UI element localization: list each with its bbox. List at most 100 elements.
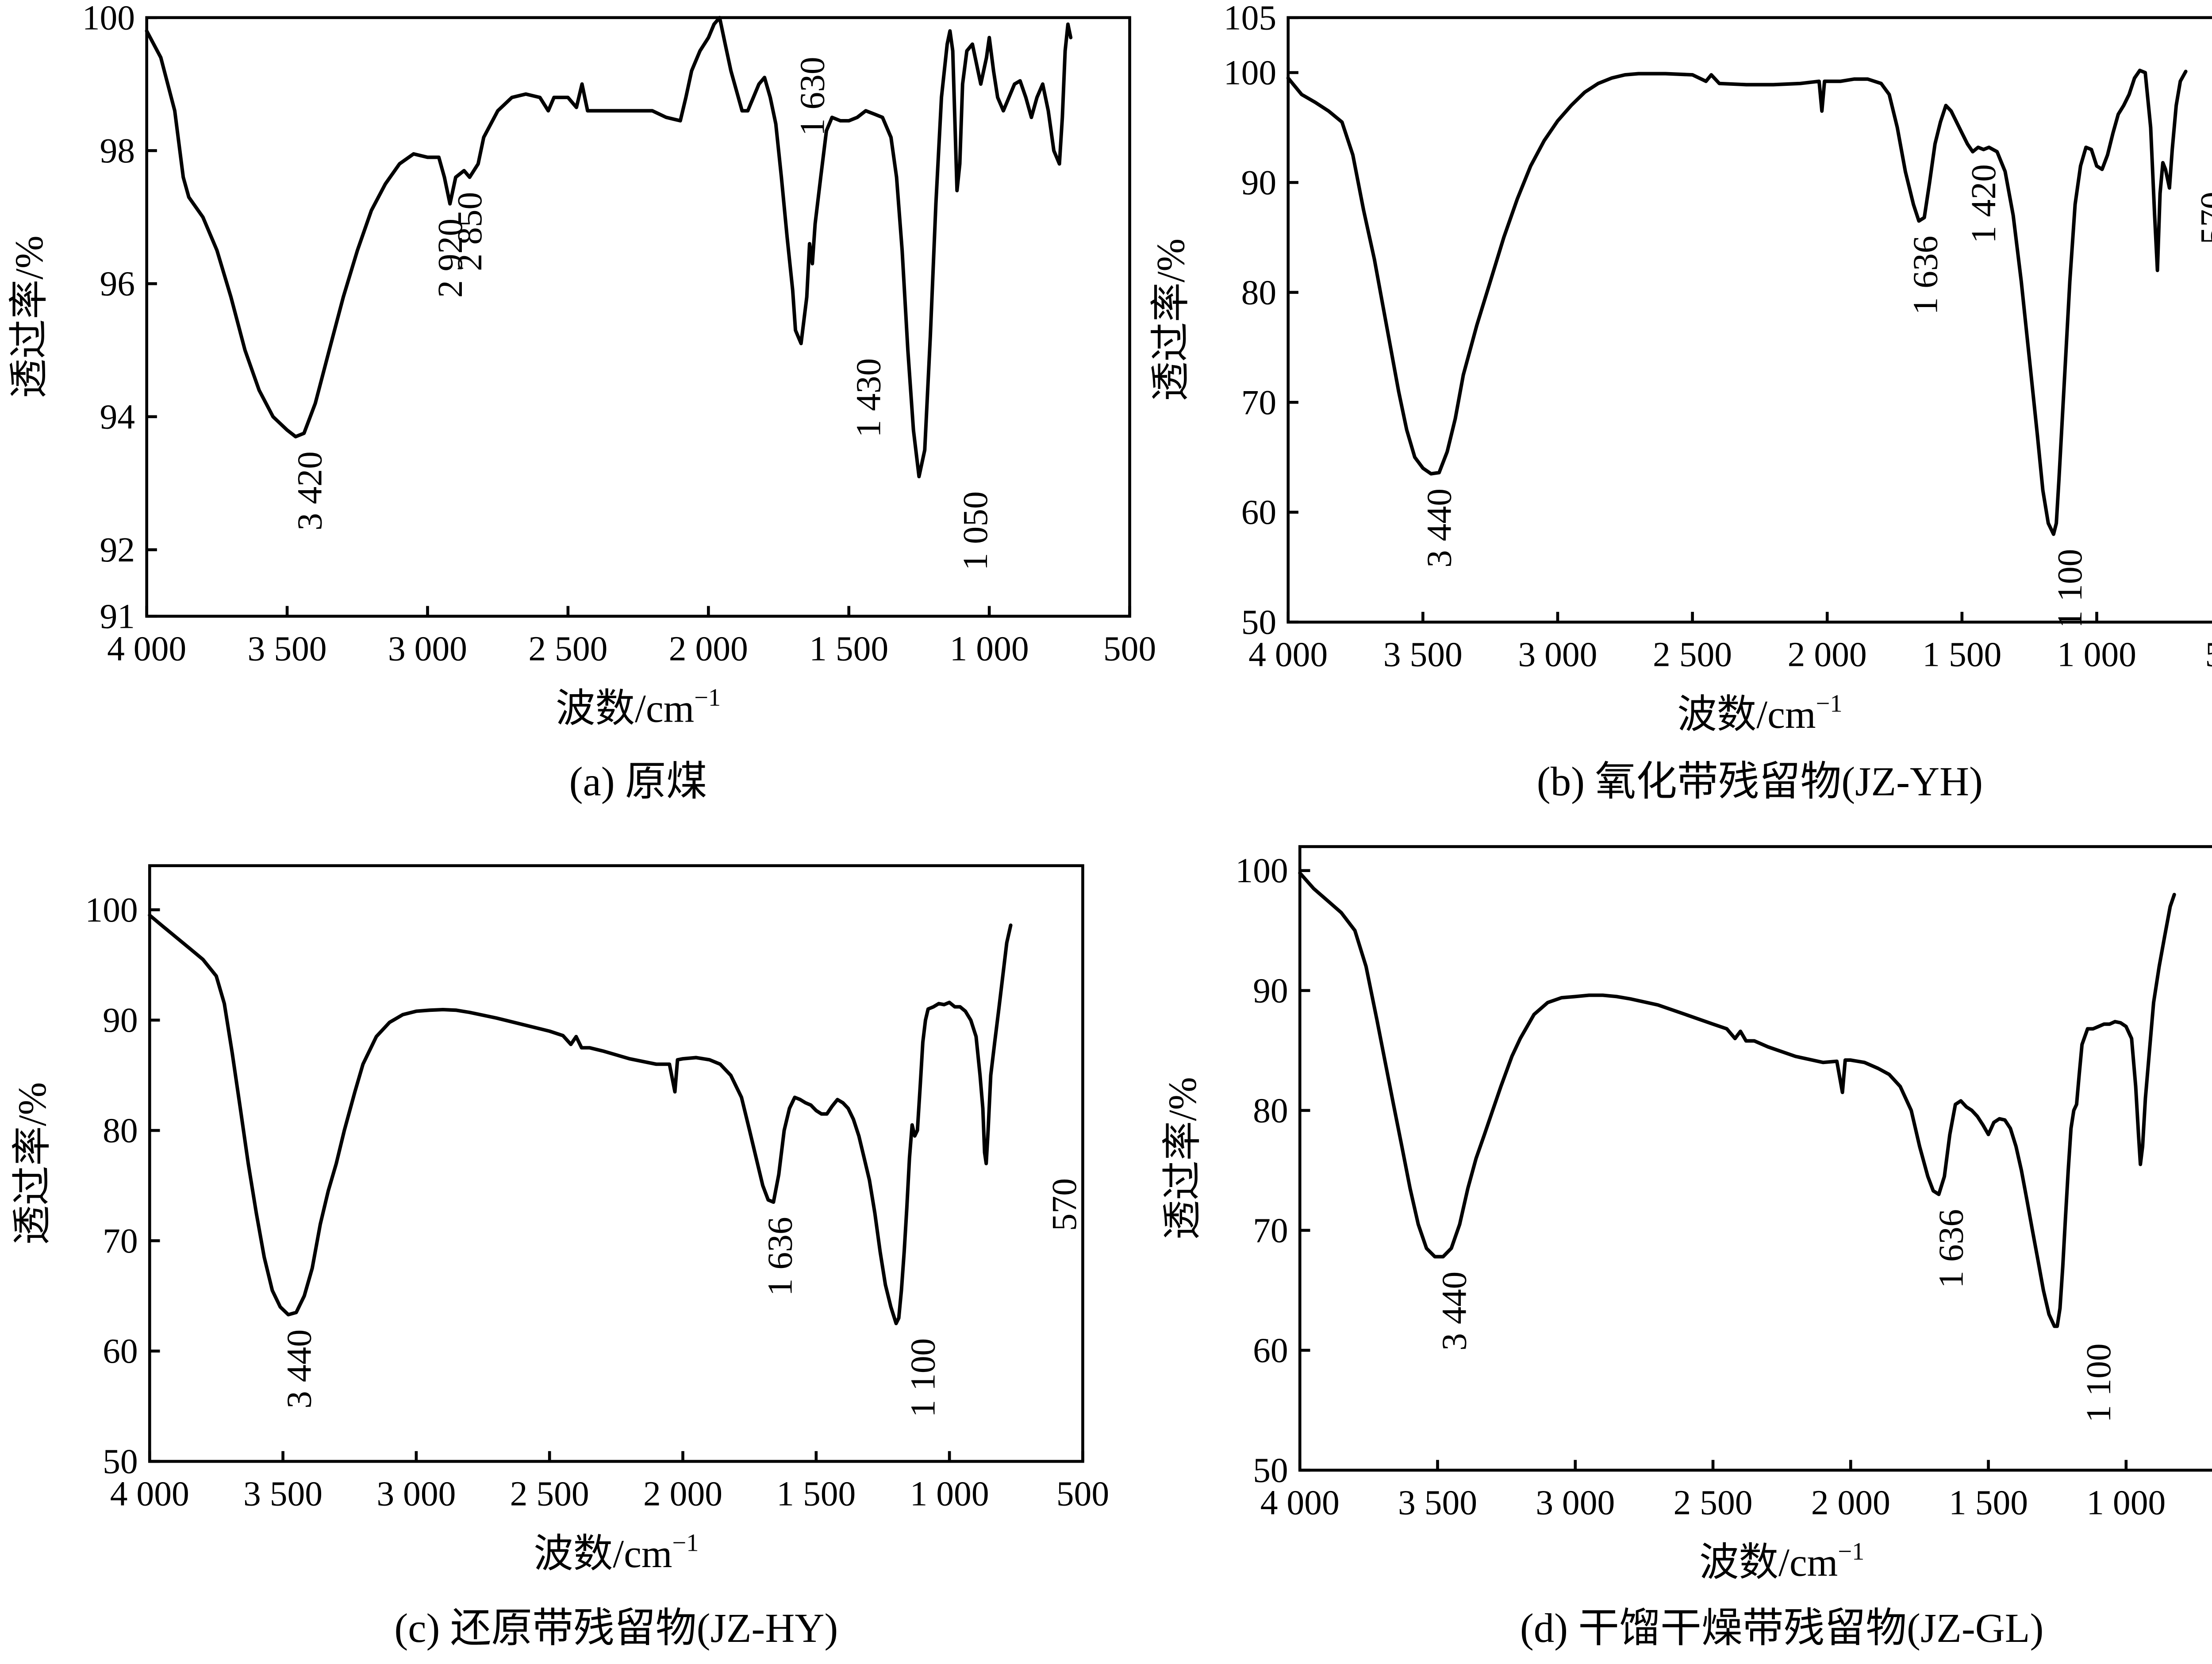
panel-c: 4 000 3 500 3 000 2 500 2 000 1 500 1 000 500 50… — [11, 864, 1109, 1651]
peak-label: 1 100 — [2079, 1343, 2118, 1422]
x-axis-title-superscript: −1 — [672, 1529, 699, 1556]
x-tick-label: 2 000 — [669, 629, 748, 668]
x-axis-title-text: 波数/cm — [534, 1532, 672, 1576]
x-tick-label: 1 000 — [2086, 1483, 2166, 1522]
x-tick-label: 2 000 — [1811, 1483, 1890, 1522]
x-tick-label: 500 — [2205, 635, 2212, 674]
x-tick-label: 3 500 — [248, 629, 327, 668]
y-tick-label: 96 — [100, 265, 135, 304]
x-tick-label: 500 — [1056, 1475, 1109, 1514]
y-tick-label: 70 — [1253, 1211, 1288, 1250]
peak-label: 3 420 — [290, 451, 329, 530]
peak-label: 570 — [1045, 1178, 1084, 1231]
x-tick-label: 1 500 — [809, 629, 888, 668]
x-axis-title-superscript: −1 — [694, 684, 721, 711]
peak-label: 2 920 — [431, 219, 470, 298]
y-tick-label: 60 — [103, 1332, 138, 1371]
x-tick-label: 2 000 — [1788, 635, 1867, 674]
spectrum-line — [145, 15, 1073, 479]
y-tick-label: 94 — [100, 397, 135, 436]
y-tick-label: 70 — [103, 1222, 138, 1260]
y-tick-label: 105 — [1224, 0, 1276, 37]
y-axis-title: 透过率/% — [11, 1082, 54, 1245]
x-tick-label: 1 000 — [950, 629, 1029, 668]
panel-b: 4 000 3 500 3 000 2 500 2 000 1 500 1 000 500 50… — [1149, 0, 2212, 804]
y-tick-label: 50 — [1241, 603, 1277, 642]
y-tick-label: 100 — [85, 891, 138, 930]
panel-a: 4 000 3 500 3 000 2 500 2 000 1 500 1 000 500 91… — [8, 0, 1156, 804]
x-tick-label: 1 000 — [2057, 635, 2136, 674]
x-tick-label: 4 000 — [1248, 635, 1328, 674]
y-tick-label: 70 — [1241, 383, 1277, 422]
y-tick-label: 92 — [100, 530, 135, 569]
panel-caption: (a) 原煤 — [569, 759, 707, 804]
x-tick-label: 4 000 — [107, 629, 186, 668]
peak-label: 1 100 — [2051, 549, 2089, 628]
y-tick-label: 60 — [1253, 1331, 1288, 1370]
spectrum-line — [1286, 69, 2188, 536]
panel-caption: (c) 还原带残留物(JZ-HY) — [394, 1606, 838, 1651]
x-axis-title-superscript: −1 — [1816, 690, 1843, 717]
y-tick-label: 80 — [1253, 1091, 1288, 1130]
y-tick-label: 91 — [100, 597, 135, 636]
x-tick-label: 3 000 — [1536, 1483, 1615, 1522]
peak-label: 1 636 — [1932, 1209, 1970, 1288]
x-tick-label: 3 500 — [1398, 1483, 1477, 1522]
x-tick-label: 4 000 — [1260, 1483, 1340, 1522]
x-axis-title-text: 波数/cm — [1699, 1541, 1838, 1585]
panel-caption: (d) 干馏干燥带残留物(JZ-GL) — [1520, 1606, 2044, 1651]
plot-frame — [1286, 16, 2212, 624]
peak-label: 1 100 — [903, 1338, 942, 1418]
y-axis-title: 透过率/% — [1149, 238, 1193, 401]
peak-label: 570 — [2193, 192, 2212, 244]
peak-label: 2 850 — [450, 192, 489, 271]
y-tick-label: 60 — [1241, 493, 1277, 532]
y-tick-label: 100 — [82, 0, 135, 37]
peak-label: 1 420 — [1964, 164, 2003, 243]
x-axis-title-superscript: −1 — [1838, 1538, 1864, 1565]
y-tick-label: 50 — [103, 1442, 138, 1481]
panel-caption: (b) 氧化带残留物(JZ-YH) — [1537, 759, 1983, 804]
peak-label: 1 430 — [849, 358, 888, 438]
spectrum-line — [148, 913, 1013, 1326]
y-tick-label: 90 — [103, 1001, 138, 1040]
x-tick-label: 2 500 — [1653, 635, 1732, 674]
x-tick-label: 1 500 — [1922, 635, 2001, 674]
x-tick-label: 500 — [1103, 629, 1156, 668]
plot-frame — [145, 16, 1131, 618]
y-tick-label: 90 — [1241, 163, 1277, 202]
x-tick-label: 2 500 — [510, 1475, 589, 1514]
y-tick-label: 100 — [1235, 851, 1288, 890]
x-tick-label: 3 500 — [1383, 635, 1463, 674]
plot-frame — [1298, 845, 2212, 1472]
peak-label: 1 636 — [1906, 236, 1945, 315]
y-tick-label: 100 — [1224, 54, 1276, 92]
peak-label: 1 630 — [793, 57, 832, 136]
peak-label: 3 440 — [280, 1330, 319, 1409]
y-tick-label: 80 — [103, 1111, 138, 1150]
spectrum-line — [1298, 871, 2176, 1328]
x-tick-label: 2 500 — [1673, 1483, 1752, 1522]
y-tick-label: 90 — [1253, 971, 1288, 1010]
x-axis-title: 波数/cm−1 — [1699, 1538, 1864, 1584]
x-tick-label: 4 000 — [110, 1475, 189, 1514]
x-axis-title: 波数/cm−1 — [1677, 690, 1842, 736]
y-axis-title: 透过率/% — [8, 235, 51, 398]
x-tick-label: 2 500 — [528, 629, 607, 668]
x-tick-label: 1 000 — [910, 1475, 989, 1514]
x-tick-label: 1 500 — [776, 1475, 856, 1514]
y-axis-title: 透过率/% — [1161, 1077, 1205, 1240]
x-tick-label: 3 500 — [243, 1475, 323, 1514]
y-tick-label: 50 — [1253, 1451, 1288, 1490]
peak-label: 3 440 — [1420, 488, 1459, 568]
y-tick-label: 98 — [100, 131, 135, 170]
x-tick-label: 3 000 — [1518, 635, 1597, 674]
y-tick-label: 80 — [1241, 273, 1277, 312]
x-axis-title: 波数/cm−1 — [556, 684, 721, 730]
peak-label: 1 636 — [760, 1217, 799, 1296]
x-axis-title-text: 波数/cm — [1677, 693, 1816, 737]
x-tick-label: 1 500 — [1949, 1483, 2028, 1522]
